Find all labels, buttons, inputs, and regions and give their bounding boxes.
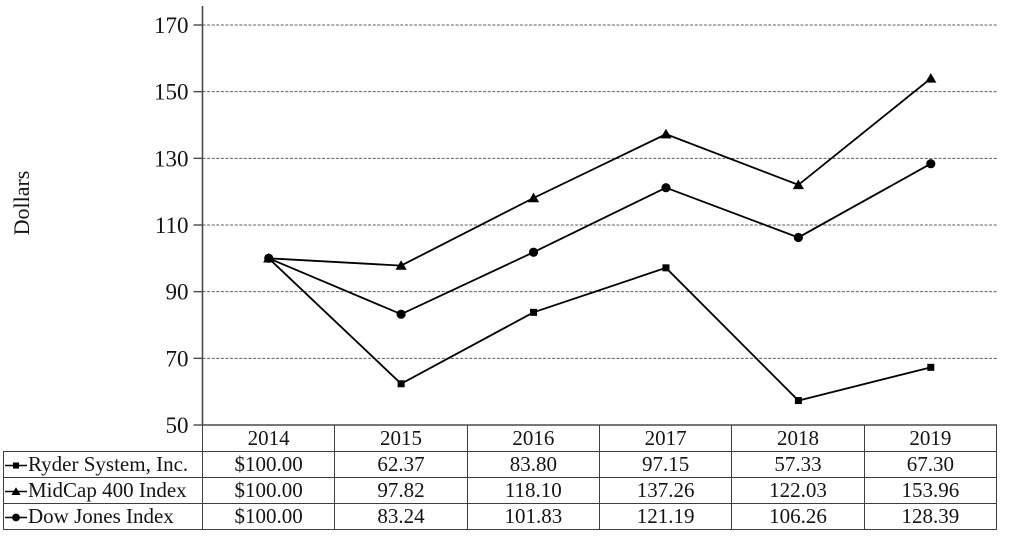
value-cell: 83.24: [334, 503, 468, 530]
value-cell: 101.83: [466, 503, 600, 530]
y-tick-label: 70: [166, 346, 189, 371]
circle-marker-icon: [926, 159, 936, 169]
year-header-row: 2014 2015 2016 2017 2018 2019: [4, 425, 998, 452]
year-header: 2018: [731, 425, 865, 452]
value-cell: 83.80: [466, 451, 600, 478]
value-cell: 67.30: [863, 451, 998, 478]
value-cell: 97.82: [334, 477, 468, 504]
y-tick-label: 110: [155, 213, 189, 238]
year-header: 2014: [201, 425, 336, 452]
square-marker-icon: [397, 380, 405, 388]
triangle-marker-icon: [527, 192, 540, 203]
table-body: Ryder System, Inc. $100.00 62.37 83.80 97.15…: [3, 451, 998, 530]
year-header: 2016: [466, 425, 600, 452]
year-header: 2015: [334, 425, 468, 452]
series-square-group: [265, 254, 935, 405]
value-cell: 122.03: [731, 477, 865, 504]
square-marker-icon: [5, 462, 27, 469]
series-label: Ryder System, Inc.: [28, 452, 189, 477]
performance-table: 2014 2015 2016 2017 2018 2019 Ryder System, I…: [3, 425, 998, 530]
value-cell: 106.26: [731, 503, 865, 530]
circle-marker-icon: [528, 247, 539, 257]
year-header: 2019: [863, 425, 998, 452]
triangle-marker-icon: [395, 260, 407, 270]
y-tick-label: 50: [166, 413, 189, 438]
square-marker-icon: [662, 264, 670, 272]
series-label-cell: Ryder System, Inc.: [3, 451, 203, 478]
circle-marker-icon: [793, 232, 803, 243]
series-label: Dow Jones Index: [28, 504, 174, 529]
value-cell: 97.15: [598, 451, 733, 478]
circle-marker-icon: [661, 183, 671, 193]
series-label: MidCap 400 Index: [28, 478, 187, 503]
square-marker-icon: [927, 363, 935, 371]
value-cell: 137.26: [598, 477, 733, 504]
circle-marker-icon: [5, 513, 27, 522]
value-cell: 121.19: [598, 503, 733, 530]
series-label-cell: Dow Jones Index: [3, 503, 203, 530]
value-cell: 118.10: [466, 477, 600, 504]
value-cell: 62.37: [334, 451, 468, 478]
circle-marker-icon: [264, 253, 274, 263]
value-cell: $100.00: [201, 451, 336, 478]
value-cell: 153.96: [863, 477, 998, 504]
table-header: 2014 2015 2016 2017 2018 2019: [4, 425, 998, 452]
series-label-cell: MidCap 400 Index: [3, 477, 203, 504]
triangle-marker-icon: [925, 73, 937, 83]
y-tick-label: 130: [154, 146, 189, 171]
series-line: [268, 162, 932, 316]
circle-marker-icon: [396, 309, 406, 319]
value-cell: 57.33: [731, 451, 865, 478]
y-axis-label: Dollars: [9, 170, 34, 236]
series-line: [268, 257, 932, 402]
square-marker-icon: [530, 308, 538, 316]
table-row: Dow Jones Index $100.00 83.24 101.83 121.19 1…: [3, 503, 998, 530]
value-cell: 128.39: [863, 503, 998, 530]
year-header: 2017: [598, 425, 733, 452]
series-circle-group: [264, 159, 936, 319]
triangle-marker-icon: [660, 128, 672, 139]
value-cell: $100.00: [201, 503, 336, 530]
y-tick-label: 150: [154, 80, 189, 105]
square-marker-icon: [794, 397, 802, 405]
value-cell: $100.00: [201, 477, 336, 504]
table-row: MidCap 400 Index $100.00 97.82 118.10 137.26…: [3, 477, 998, 504]
table-corner-blank: [4, 425, 203, 452]
y-tick-label: 90: [166, 280, 189, 305]
triangle-marker-icon: [792, 179, 804, 190]
triangle-marker-icon: [5, 487, 27, 495]
series-line: [268, 77, 932, 267]
table-row: Ryder System, Inc. $100.00 62.37 83.80 97.15…: [3, 451, 998, 478]
y-tick-label: 170: [154, 13, 189, 38]
series-triangle-group: [263, 73, 937, 270]
